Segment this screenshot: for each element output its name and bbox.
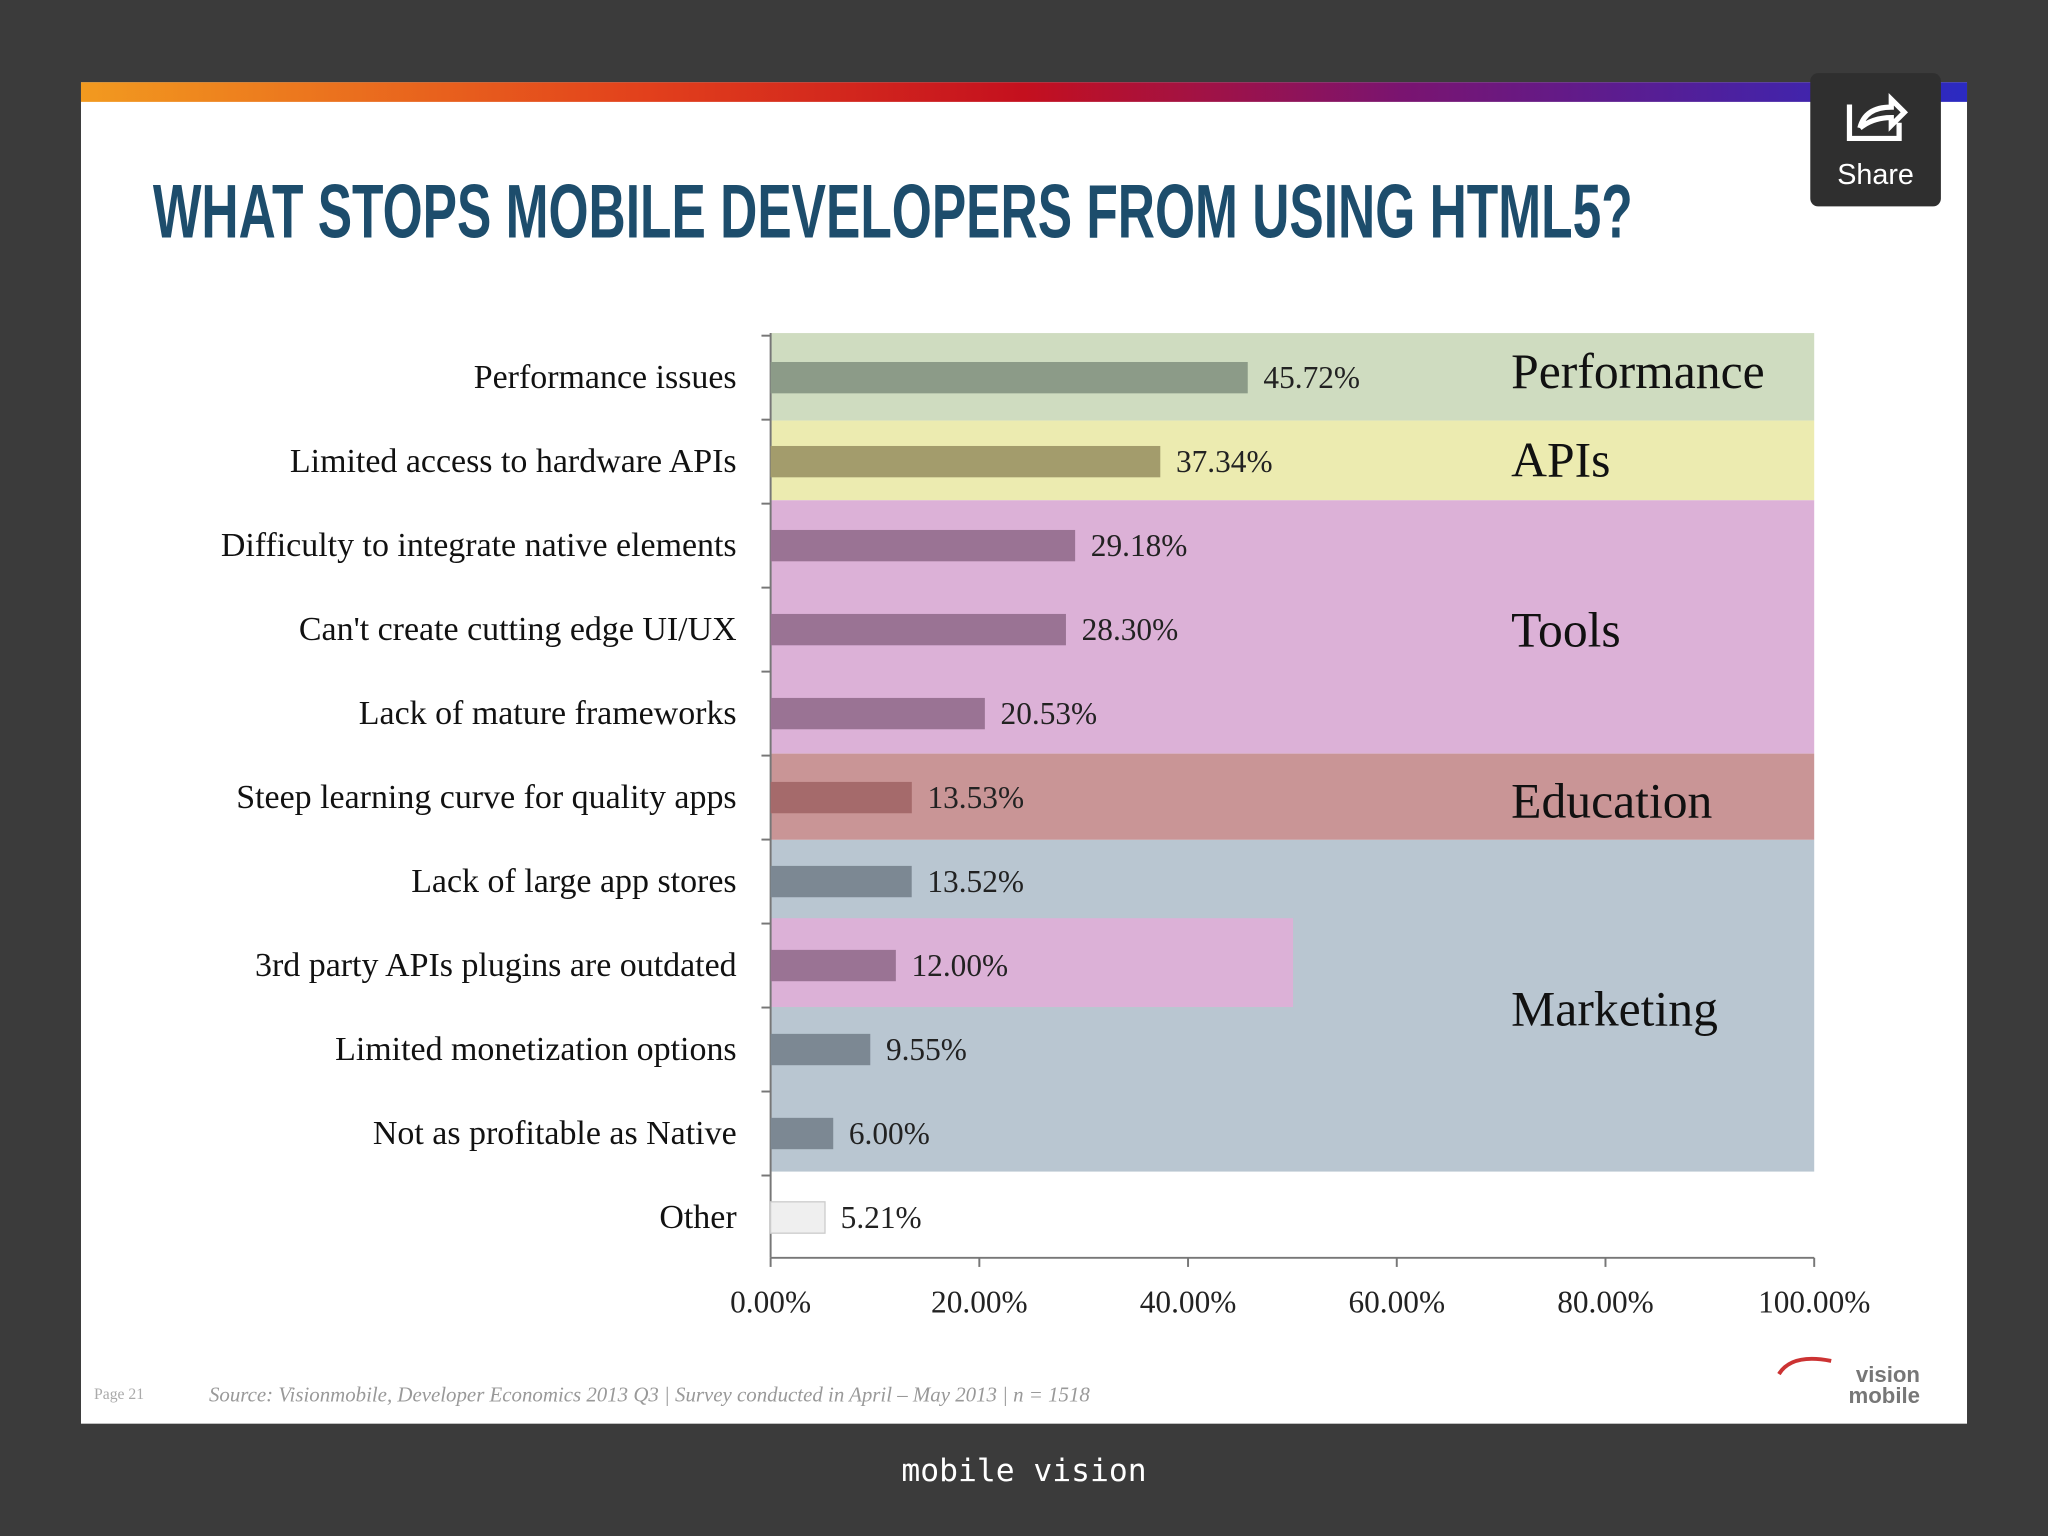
x-tick-label: 0.00% — [730, 1285, 811, 1320]
group-label: APIs — [1511, 433, 1610, 488]
value-label: 29.18% — [1091, 528, 1188, 563]
value-label: 13.53% — [927, 780, 1024, 815]
slide-top-bar — [80, 82, 1968, 102]
logo-top: vision — [1856, 1362, 1920, 1387]
bar — [770, 1117, 834, 1150]
page-number: Page 21 — [94, 1386, 144, 1403]
y-tick-label: Can't create cutting edge UI/UX — [299, 611, 737, 648]
y-tick-label: Performance issues — [474, 359, 737, 396]
chart-title: WHAT STOPS MOBILE DEVELOPERS FROM USING … — [153, 170, 1633, 255]
y-tick-label: Lack of large app stores — [411, 863, 736, 900]
value-label: 6.00% — [849, 1116, 930, 1151]
y-tick-label: Steep learning curve for quality apps — [236, 779, 736, 816]
logo-bottom: mobile — [1848, 1383, 1920, 1408]
group-label: Tools — [1511, 603, 1621, 658]
bar — [770, 613, 1066, 646]
x-tick-label: 40.00% — [1140, 1285, 1237, 1320]
source-note: Source: Visionmobile, Developer Economic… — [209, 1382, 1090, 1406]
share-button[interactable]: Share — [1810, 73, 1941, 207]
y-tick-label: Other — [659, 1199, 736, 1236]
y-tick-label: Not as profitable as Native — [373, 1115, 737, 1152]
group-label: Marketing — [1511, 981, 1718, 1036]
group-label: Education — [1511, 774, 1712, 829]
x-tick-label: 60.00% — [1348, 1285, 1445, 1320]
caption: mobile vision — [901, 1453, 1146, 1489]
x-tick-label: 100.00% — [1758, 1285, 1870, 1320]
logo-swoosh — [1777, 1356, 1832, 1376]
share-label[interactable]: Share — [1837, 159, 1914, 191]
value-label: 20.53% — [1001, 696, 1098, 731]
share-icon[interactable] — [1846, 92, 1909, 142]
value-label: 12.00% — [912, 948, 1009, 983]
bar — [770, 1033, 871, 1066]
bar — [770, 529, 1076, 562]
bar — [770, 865, 912, 898]
value-label: 5.21% — [841, 1200, 922, 1235]
value-label: 45.72% — [1263, 360, 1360, 395]
value-label: 37.34% — [1176, 444, 1273, 479]
plot: Performance APIs Tools Education Marketing 0.… — [221, 333, 1870, 1320]
value-label: 13.52% — [927, 864, 1024, 899]
bar — [770, 697, 985, 730]
y-tick-label: Lack of mature frameworks — [359, 695, 737, 732]
y-tick-label: Limited access to hardware APIs — [290, 443, 737, 480]
bar — [770, 949, 896, 982]
y-tick-label: Limited monetization options — [335, 1031, 737, 1068]
bar — [770, 445, 1161, 478]
bar — [769, 1201, 826, 1234]
bar — [770, 361, 1248, 394]
x-tick-label: 80.00% — [1557, 1285, 1654, 1320]
value-label: 9.55% — [886, 1032, 967, 1067]
y-tick-label: Difficulty to integrate native elements — [221, 527, 737, 564]
y-tick-label: 3rd party APIs plugins are outdated — [255, 947, 737, 984]
group-band — [770, 753, 1815, 840]
value-label: 28.30% — [1082, 612, 1179, 647]
group-label: Performance — [1511, 344, 1765, 399]
x-tick-label: 20.00% — [931, 1285, 1028, 1320]
bar — [770, 781, 912, 814]
